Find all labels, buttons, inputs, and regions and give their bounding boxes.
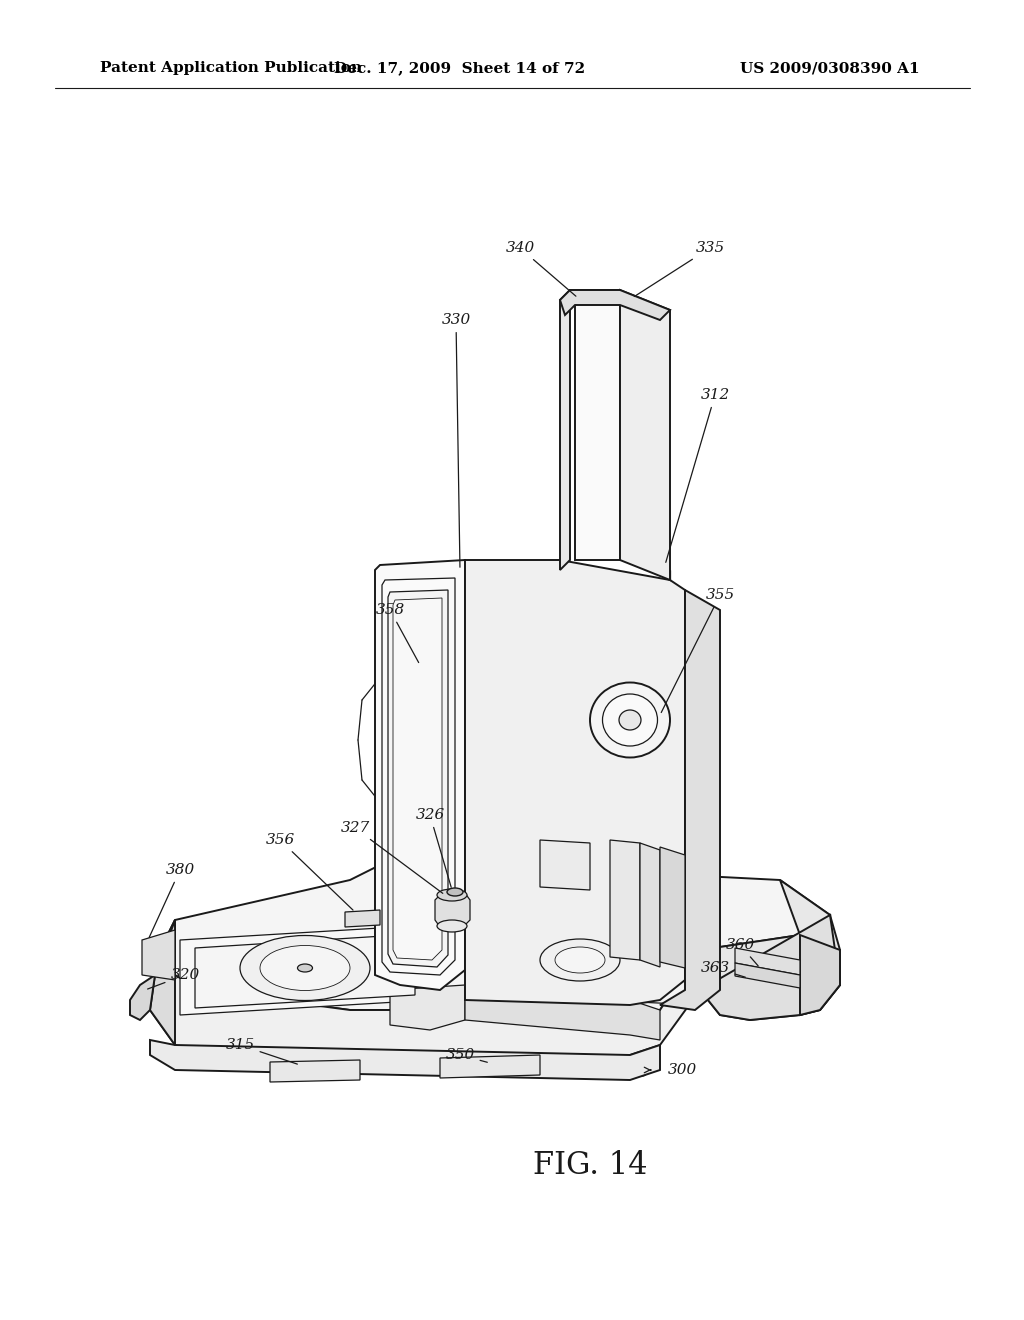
Ellipse shape — [618, 710, 641, 730]
Text: 326: 326 — [416, 808, 452, 887]
Ellipse shape — [602, 694, 657, 746]
Polygon shape — [393, 598, 442, 960]
Text: 312: 312 — [666, 388, 730, 562]
Polygon shape — [630, 920, 680, 960]
Polygon shape — [180, 925, 430, 1015]
Polygon shape — [345, 909, 380, 927]
Polygon shape — [150, 920, 175, 1045]
Text: 355: 355 — [662, 587, 734, 713]
Polygon shape — [130, 975, 155, 1020]
Polygon shape — [440, 1055, 540, 1078]
Polygon shape — [465, 985, 660, 1040]
Polygon shape — [388, 590, 449, 968]
Text: 340: 340 — [506, 242, 575, 296]
Polygon shape — [195, 935, 415, 1008]
Polygon shape — [800, 935, 840, 1015]
Text: 327: 327 — [340, 821, 442, 894]
Polygon shape — [465, 560, 685, 1005]
Text: 300: 300 — [668, 1063, 697, 1077]
Polygon shape — [700, 915, 840, 1020]
Text: US 2009/0308390 A1: US 2009/0308390 A1 — [740, 61, 920, 75]
Polygon shape — [375, 560, 465, 990]
Text: 356: 356 — [265, 833, 353, 909]
Text: 360: 360 — [725, 939, 758, 966]
Polygon shape — [155, 861, 830, 1015]
Text: 320: 320 — [147, 968, 200, 989]
Polygon shape — [610, 840, 640, 960]
Polygon shape — [390, 985, 465, 1030]
Ellipse shape — [437, 888, 467, 902]
Polygon shape — [735, 948, 800, 975]
Polygon shape — [570, 290, 620, 560]
Polygon shape — [142, 931, 175, 979]
Polygon shape — [660, 847, 685, 968]
Polygon shape — [490, 915, 700, 1005]
Text: 330: 330 — [441, 313, 471, 568]
Text: 350: 350 — [445, 1048, 487, 1063]
Ellipse shape — [260, 945, 350, 990]
Polygon shape — [735, 964, 800, 987]
Polygon shape — [560, 290, 570, 570]
Polygon shape — [620, 290, 670, 579]
Polygon shape — [435, 894, 470, 927]
Polygon shape — [640, 843, 660, 968]
Text: 335: 335 — [634, 242, 725, 297]
Ellipse shape — [590, 682, 670, 758]
Polygon shape — [540, 840, 590, 890]
Ellipse shape — [555, 946, 605, 973]
Polygon shape — [660, 590, 720, 1010]
Text: 380: 380 — [150, 863, 195, 937]
Text: Patent Application Publication: Patent Application Publication — [100, 61, 362, 75]
Ellipse shape — [437, 920, 467, 932]
Polygon shape — [270, 1060, 360, 1082]
Polygon shape — [560, 290, 670, 319]
Polygon shape — [700, 880, 840, 1020]
Ellipse shape — [540, 939, 620, 981]
Polygon shape — [150, 1040, 660, 1080]
Text: Dec. 17, 2009  Sheet 14 of 72: Dec. 17, 2009 Sheet 14 of 72 — [335, 61, 586, 75]
Ellipse shape — [240, 936, 370, 1001]
Polygon shape — [150, 920, 700, 1065]
Text: 315: 315 — [225, 1038, 297, 1064]
Polygon shape — [382, 578, 455, 975]
Text: FIG. 14: FIG. 14 — [532, 1150, 647, 1180]
Ellipse shape — [447, 888, 463, 896]
Text: 363: 363 — [700, 961, 745, 977]
Text: 358: 358 — [376, 603, 419, 663]
Ellipse shape — [298, 964, 312, 972]
